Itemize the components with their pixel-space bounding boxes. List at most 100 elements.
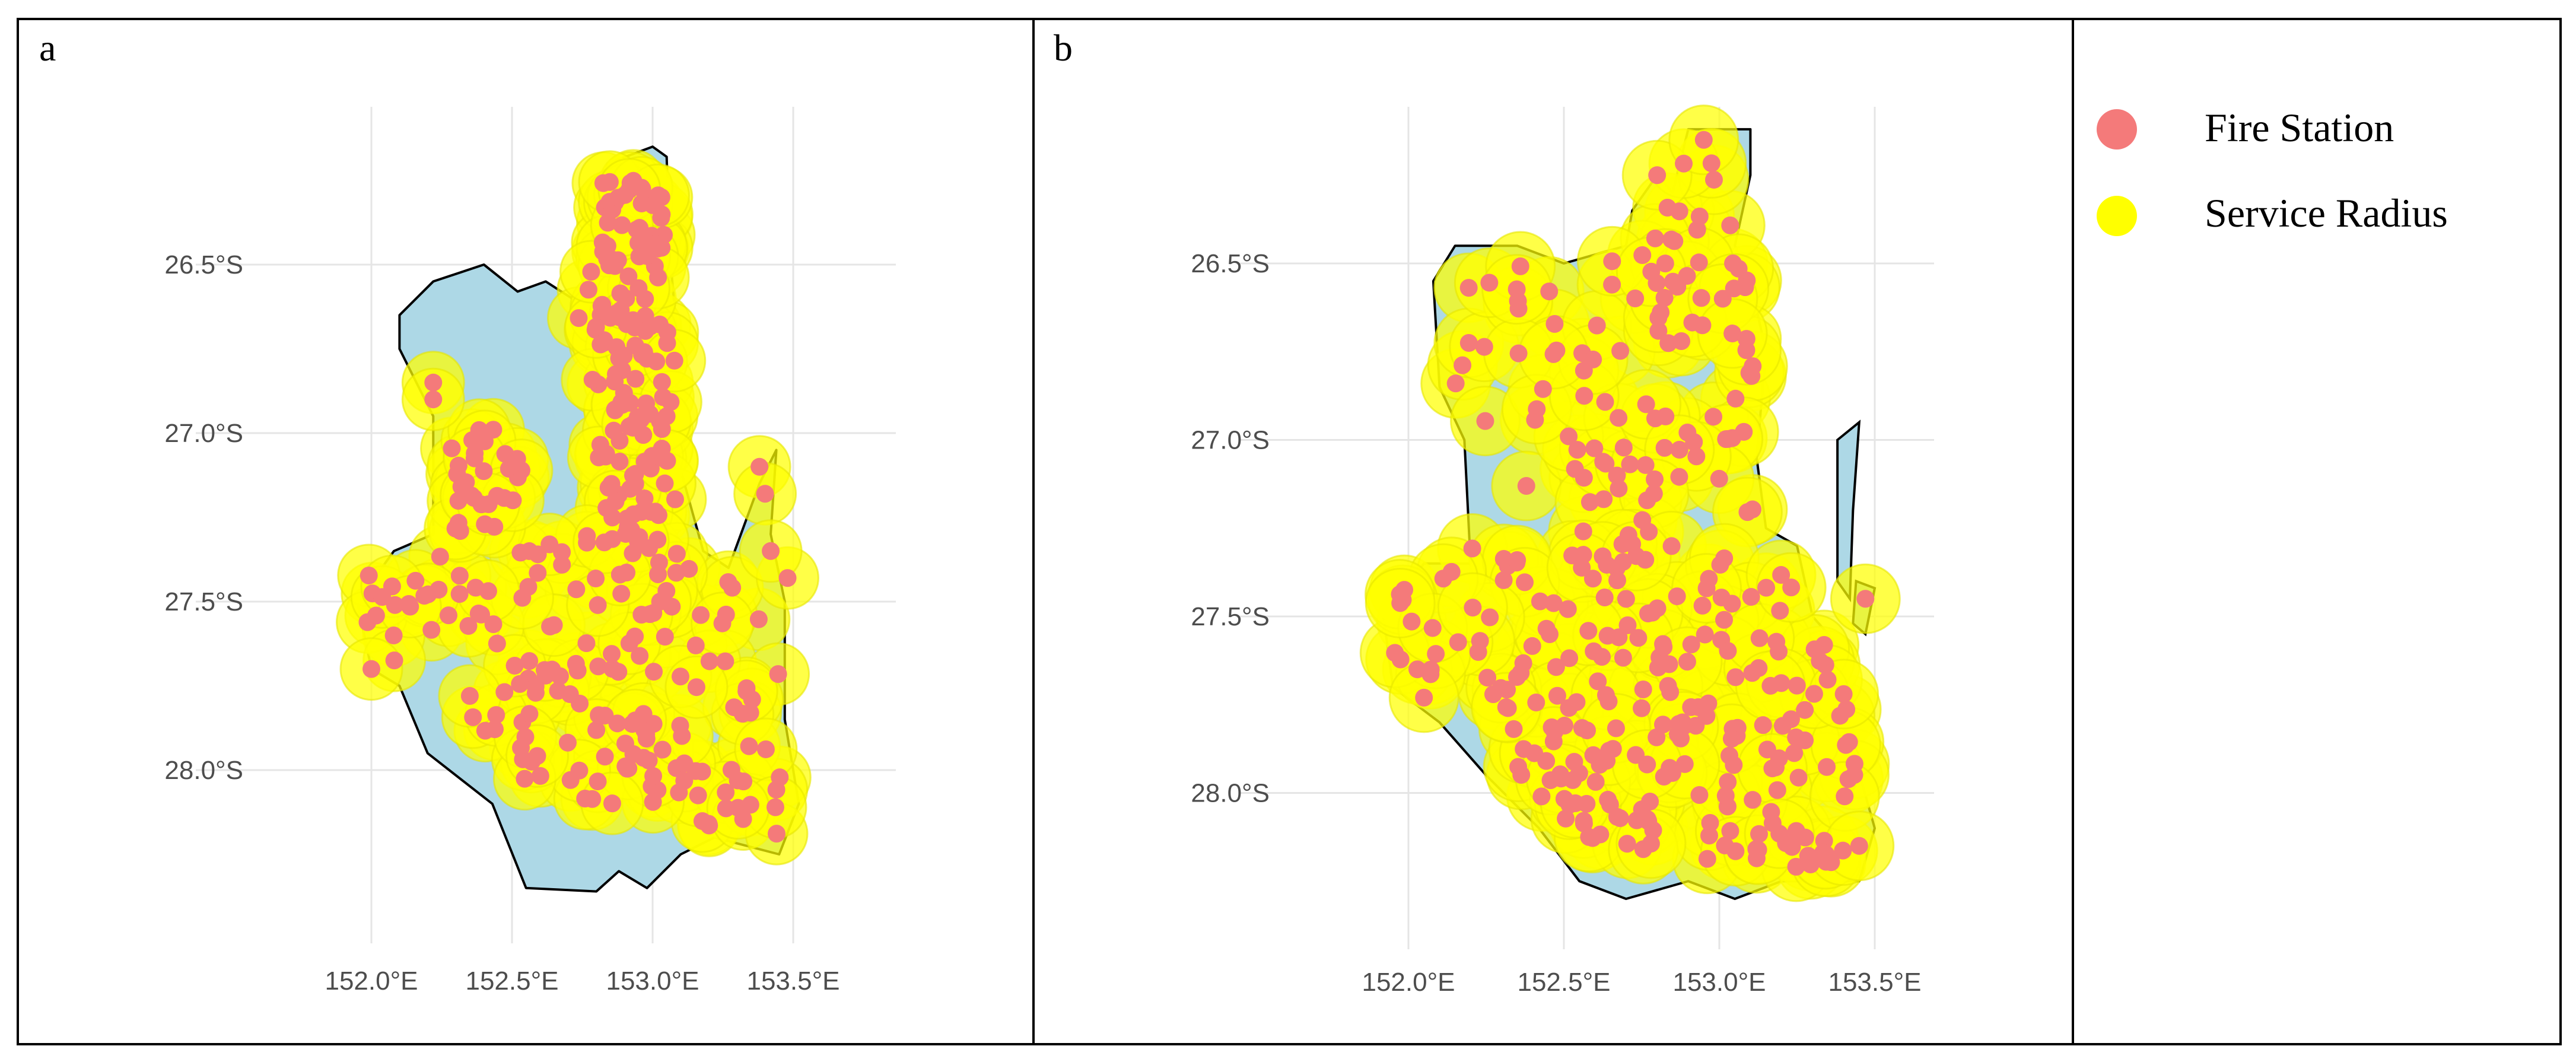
lat-tick-label: 27.0°S: [164, 419, 243, 448]
fire-station-point: [529, 564, 547, 582]
fire-station-point: [579, 281, 597, 299]
fire-station-point: [1464, 599, 1482, 617]
fire-station-point: [1834, 685, 1853, 703]
fire-station-point: [1637, 395, 1655, 414]
fire-station-point: [1560, 699, 1578, 717]
fire-station-point: [1573, 719, 1591, 737]
fire-station-point: [1787, 857, 1805, 876]
fire-station-point: [600, 173, 619, 191]
fire-station-point: [1547, 658, 1565, 676]
fire-station-point: [1721, 216, 1739, 234]
fire-station-point: [476, 515, 494, 533]
fire-station-point: [1559, 600, 1577, 618]
fire-station-point: [1678, 424, 1697, 442]
fire-station-point: [1415, 688, 1433, 707]
fire-station-point: [1645, 485, 1663, 503]
fire-station-point: [1481, 608, 1499, 627]
fire-station-point: [505, 657, 524, 675]
fire-station-point: [1610, 479, 1628, 498]
fire-station-point: [465, 449, 484, 468]
fire-station-point: [766, 798, 784, 816]
fire-station-point: [1646, 229, 1664, 247]
fire-station-point: [1788, 676, 1806, 695]
fire-station-point: [528, 747, 546, 765]
fire-station-point: [1837, 736, 1855, 754]
fire-station-point: [1544, 345, 1563, 363]
fire-station-point: [598, 237, 616, 255]
fire-station-legend-icon: [2097, 109, 2137, 150]
fire-station-point: [1719, 430, 1737, 448]
fire-station-point: [1716, 787, 1735, 805]
fire-station-point: [1692, 289, 1710, 307]
fire-station-point: [716, 652, 734, 670]
fire-station-point: [479, 495, 498, 513]
fire-station-point: [1548, 686, 1566, 705]
fire-station-point: [1726, 668, 1745, 686]
service-radius-legend-icon: [2097, 196, 2137, 236]
fire-station-legend-label: Fire Station: [2205, 105, 2394, 150]
fire-station-point: [1391, 594, 1410, 612]
fire-station-point: [617, 290, 635, 308]
fire-station-point: [1767, 632, 1786, 651]
fire-station-point: [589, 596, 607, 614]
fire-station-point: [1742, 588, 1760, 606]
fire-station-point: [1449, 633, 1467, 651]
fire-station-point: [1525, 744, 1544, 762]
fire-station-point: [406, 571, 425, 590]
fire-station-point: [609, 663, 628, 681]
fire-station-point: [1719, 642, 1737, 660]
fire-station-point: [1594, 453, 1613, 471]
fire-station-point: [1699, 694, 1718, 713]
fire-station-point: [1719, 772, 1737, 791]
fire-station-point: [1544, 594, 1563, 612]
fire-station-point: [1649, 309, 1668, 327]
fire-station-point: [587, 570, 605, 588]
fire-station-point: [1750, 659, 1768, 678]
fire-station-point: [1476, 412, 1494, 430]
fire-station-point: [558, 733, 577, 752]
fire-station-point: [1480, 274, 1499, 292]
fire-station-point: [460, 687, 479, 705]
fire-station-point: [1633, 246, 1652, 264]
fire-station-point: [1715, 611, 1734, 629]
fire-station-point: [1735, 422, 1753, 441]
fire-station-point: [1761, 676, 1780, 695]
fire-station-point: [626, 465, 644, 483]
fire-station-point: [1744, 357, 1762, 376]
fire-station-point: [1511, 257, 1529, 275]
fire-station-point: [1787, 822, 1805, 840]
fire-station-point: [1642, 834, 1660, 853]
fire-station-point: [1710, 469, 1728, 488]
fire-station-point: [1805, 685, 1823, 703]
fire-station-point: [1595, 589, 1614, 607]
fire-station-point: [513, 589, 532, 607]
fire-station-point: [1675, 154, 1693, 173]
fire-station-point: [526, 683, 545, 702]
service-radius-layer: [335, 149, 820, 866]
fire-station-point: [358, 613, 377, 631]
fire-station-point: [1796, 701, 1814, 719]
fire-station-point: [1614, 438, 1633, 457]
fire-station-point: [1497, 698, 1515, 716]
fire-station-point: [637, 395, 656, 413]
fire-station-point: [631, 647, 649, 665]
fire-station-point: [644, 767, 663, 786]
fire-station-point: [1596, 393, 1614, 411]
fire-station-point: [487, 706, 505, 724]
fire-station-point: [419, 585, 437, 603]
fire-station-point: [1560, 649, 1579, 667]
fire-station-point: [1682, 635, 1700, 654]
fire-station-point: [587, 318, 605, 336]
fire-station-point: [1660, 655, 1678, 673]
fire-station-point: [653, 740, 672, 759]
fire-station-point: [1580, 493, 1599, 511]
fire-station-point: [1574, 522, 1592, 540]
fire-station-point: [1471, 632, 1489, 650]
fire-station-point: [1687, 447, 1706, 466]
fire-station-point: [1505, 720, 1523, 738]
fire-station-point: [1459, 279, 1478, 297]
fire-station-point: [778, 569, 797, 587]
fire-station-point: [1722, 730, 1741, 748]
fire-station-point: [1690, 207, 1709, 225]
fire-station-point: [662, 393, 680, 411]
